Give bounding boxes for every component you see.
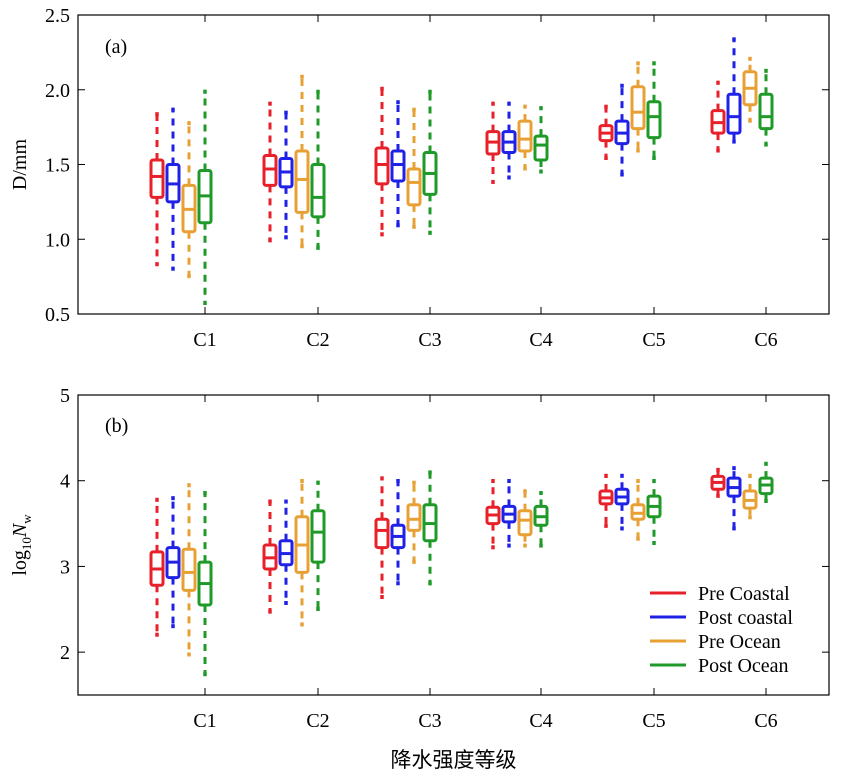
box-post-coastal-c3 bbox=[390, 100, 406, 228]
box-post-coastal-c6 bbox=[726, 37, 742, 144]
x-tick-label: C2 bbox=[306, 710, 329, 732]
panel-b: 2 3 4 5 C1 C2 C3 C4 C5 C6 (b) log10Nw 降水强度等级 Pre Coas… bbox=[9, 385, 830, 772]
box-body bbox=[374, 517, 390, 550]
box-pre-coastal-c5 bbox=[598, 473, 614, 528]
box-post-ocean-c2 bbox=[310, 89, 326, 250]
plot-frame bbox=[77, 14, 830, 315]
y-tick-label: 5 bbox=[60, 385, 70, 407]
box-post-ocean-c1 bbox=[197, 491, 213, 677]
y-tick-label: 0.5 bbox=[45, 304, 70, 326]
box-post-coastal-c4 bbox=[501, 479, 517, 548]
y-axis-title: D/mm bbox=[9, 139, 31, 191]
box-body bbox=[310, 163, 326, 219]
box-post-ocean-c4 bbox=[533, 106, 549, 174]
box-pre-ocean-c5 bbox=[630, 61, 646, 153]
box-pre-coastal-c1 bbox=[149, 497, 165, 637]
box-post-coastal-c5 bbox=[614, 473, 630, 531]
y-axis-title: log10Nw bbox=[9, 514, 34, 576]
x-tick-label: C4 bbox=[529, 329, 552, 351]
box-body bbox=[310, 509, 326, 564]
box-post-ocean-c3 bbox=[422, 89, 438, 235]
box-pre-coastal-c4 bbox=[485, 479, 501, 550]
box-pre-coastal-c4 bbox=[485, 101, 501, 184]
box-post-coastal-c6 bbox=[726, 466, 742, 531]
x-tick-label: C3 bbox=[418, 710, 441, 732]
box-body bbox=[517, 509, 533, 537]
box-pre-ocean-c1 bbox=[181, 121, 197, 279]
box-pre-coastal-c6 bbox=[710, 80, 726, 153]
box-body bbox=[181, 547, 197, 592]
box-pre-ocean-c6 bbox=[742, 473, 758, 520]
box-pre-coastal-c2 bbox=[262, 499, 278, 614]
legend-label: Post Ocean bbox=[698, 655, 789, 677]
box-pre-ocean-c3 bbox=[406, 107, 422, 229]
x-tick-label: C3 bbox=[418, 329, 441, 351]
box-body bbox=[758, 92, 774, 131]
box-pre-ocean-c2 bbox=[294, 479, 310, 627]
box-post-coastal-c3 bbox=[390, 479, 406, 586]
panel-label: (a) bbox=[105, 36, 127, 58]
x-tick-label: C1 bbox=[193, 329, 216, 351]
box-pre-coastal-c3 bbox=[374, 476, 390, 599]
x-tick-label: C1 bbox=[193, 710, 216, 732]
box-pre-ocean-c1 bbox=[181, 483, 197, 657]
x-tick-label: C4 bbox=[529, 710, 552, 732]
legend-label: Pre Ocean bbox=[698, 631, 781, 653]
box-post-coastal-c1 bbox=[165, 107, 181, 271]
panel-a: 0.5 1.0 1.5 2.0 2.5 C1 C2 C3 C4 C5 C6 (a) D/mm bbox=[9, 5, 830, 351]
y-tick-label: 3 bbox=[60, 556, 70, 578]
box-post-ocean-c5 bbox=[646, 479, 662, 545]
box-body bbox=[149, 158, 165, 199]
box-pre-ocean-c4 bbox=[517, 104, 533, 171]
box-body bbox=[406, 503, 422, 532]
plot-frame bbox=[77, 394, 830, 696]
panel-label: (b) bbox=[105, 415, 128, 437]
legend-label: Post coastal bbox=[698, 607, 793, 629]
box-body bbox=[406, 167, 422, 207]
box-pre-coastal-c5 bbox=[598, 104, 614, 161]
box-post-ocean-c2 bbox=[310, 480, 326, 611]
box-body bbox=[630, 85, 646, 131]
legend-label: Pre Coastal bbox=[698, 583, 790, 605]
box-post-ocean-c6 bbox=[758, 68, 774, 147]
box-pre-ocean-c4 bbox=[517, 489, 533, 548]
box-body bbox=[533, 134, 549, 162]
box-post-ocean-c4 bbox=[533, 491, 549, 548]
y-tick-label: 2.5 bbox=[45, 5, 70, 27]
box-pre-ocean-c6 bbox=[742, 56, 758, 123]
box-pre-coastal-c1 bbox=[149, 112, 165, 267]
box-post-ocean-c1 bbox=[197, 89, 213, 306]
box-pre-coastal-c3 bbox=[374, 86, 390, 237]
box-pre-ocean-c3 bbox=[406, 480, 422, 564]
y-tick-label: 4 bbox=[60, 471, 70, 493]
box-body bbox=[726, 92, 742, 135]
y-tick-label: 1.0 bbox=[45, 229, 70, 251]
y-tick-label: 2.0 bbox=[45, 80, 70, 102]
box-pre-ocean-c5 bbox=[630, 479, 646, 541]
box-body bbox=[294, 149, 310, 214]
x-tick-label: C2 bbox=[306, 329, 329, 351]
x-tick-label: C6 bbox=[754, 329, 777, 351]
box-post-ocean-c6 bbox=[758, 461, 774, 503]
box-post-ocean-c3 bbox=[422, 470, 438, 586]
box-post-coastal-c2 bbox=[278, 110, 294, 240]
box-body bbox=[646, 100, 662, 140]
x-tick-label: C5 bbox=[642, 329, 665, 351]
box-pre-coastal-c2 bbox=[262, 101, 278, 243]
box-body bbox=[517, 119, 533, 153]
box-pre-ocean-c2 bbox=[294, 74, 310, 249]
box-pre-coastal-c6 bbox=[710, 467, 726, 498]
x-tick-label: C6 bbox=[754, 710, 777, 732]
y-tick-label: 1.5 bbox=[45, 155, 70, 177]
box-post-ocean-c5 bbox=[646, 61, 662, 161]
box-post-coastal-c1 bbox=[165, 496, 181, 629]
box-post-coastal-c2 bbox=[278, 499, 294, 605]
box-post-coastal-c5 bbox=[614, 83, 630, 177]
box-post-coastal-c4 bbox=[501, 101, 517, 180]
x-axis-title: 降水强度等级 bbox=[391, 748, 517, 772]
x-tick-label: C5 bbox=[642, 710, 665, 732]
y-tick-label: 2 bbox=[60, 642, 70, 664]
